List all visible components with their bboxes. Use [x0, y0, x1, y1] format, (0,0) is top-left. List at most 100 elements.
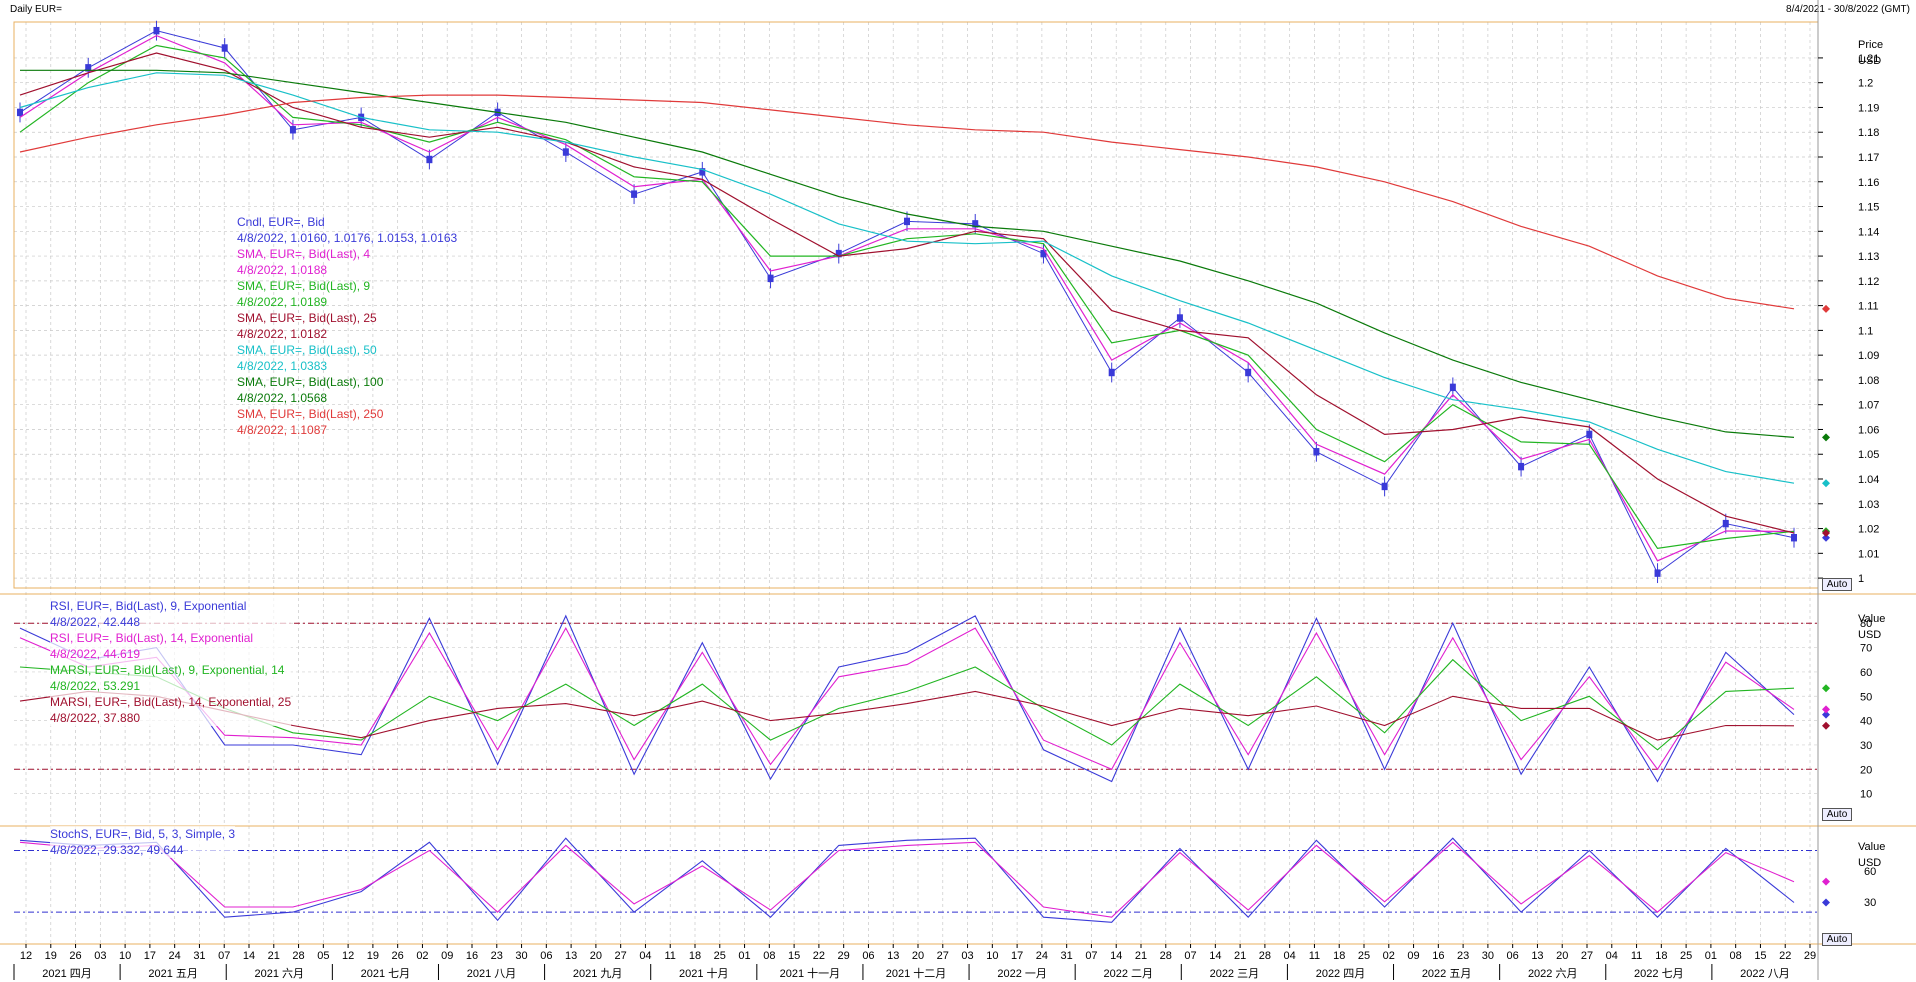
x-day-label: 28 [292, 950, 304, 962]
rsi-legend: RSI, EUR=, Bid(Last), 9, Exponential 4/8/… [50, 598, 292, 726]
x-day-label: 20 [1556, 950, 1568, 962]
x-day-label: 09 [1407, 950, 1419, 962]
price-tick-label: 1.2 [1858, 78, 1873, 90]
sma-9-line [19, 44, 1795, 550]
x-day-label: 01 [1705, 950, 1717, 962]
x-day-label: 13 [565, 950, 577, 962]
price-tick-label: 1.15 [1858, 202, 1879, 214]
x-month-label: 2021 十月 [679, 966, 729, 980]
sma-25-line [19, 52, 1795, 534]
rsi-tick-label: 30 [1860, 740, 1872, 752]
price-tick-label: 1.16 [1858, 177, 1879, 189]
x-day-label: 11 [665, 950, 676, 962]
price-axis-title: Price [1858, 39, 1883, 51]
rsi-series [19, 614, 1795, 783]
x-day-label: 11 [1631, 950, 1642, 962]
last-value-marker [1822, 705, 1830, 714]
x-day-label: 13 [887, 950, 899, 962]
x-day-label: 08 [763, 950, 775, 962]
x-day-label: 04 [1284, 950, 1296, 962]
x-day-label: 29 [1804, 950, 1816, 962]
x-day-label: 27 [615, 950, 627, 962]
price-legend: Cndl, EUR=, Bid 4/8/2022, 1.0160, 1.0176,… [237, 214, 457, 438]
rsi-9-line [19, 614, 1795, 783]
sma-50-line [19, 72, 1795, 484]
x-day-label: 18 [689, 950, 701, 962]
price-legend-name: Cndl, EUR=, Bid [237, 215, 325, 229]
x-month-label: 2022 四月 [1316, 968, 1366, 980]
x-day-label: 27 [1581, 950, 1593, 962]
x-day-label: 21 [268, 950, 280, 962]
x-month-label: 2021 十二月 [886, 966, 947, 980]
price-legend-name: SMA, EUR=, Bid(Last), 9 [237, 279, 371, 293]
price-tick-label: 1.19 [1858, 102, 1879, 114]
stoch-legend: StochS, EUR=, Bid, 5, 3, Simple, 3 4/8/20… [50, 826, 236, 858]
price-tick-label: 1.11 [1858, 301, 1879, 313]
rsi-legend-value: 4/8/2022, 53.291 [50, 679, 141, 693]
x-day-label: 15 [788, 950, 800, 962]
price-tick-label: 1.08 [1858, 375, 1879, 387]
price-axis-unit: USD [1858, 55, 1881, 67]
x-day-label: 30 [1482, 950, 1494, 962]
x-day-label: 28 [1160, 950, 1172, 962]
rsi-tick-label: 50 [1860, 691, 1872, 703]
x-day-label: 12 [342, 950, 354, 962]
x-day-label: 06 [862, 950, 874, 962]
price-legend-value: 4/8/2022, 1.0383 [237, 359, 328, 373]
gridlines [14, 22, 1818, 944]
x-day-label: 21 [1234, 950, 1246, 962]
stoch-tick-label: 60 [1864, 866, 1876, 878]
x-month-label: 2021 四月 [42, 968, 92, 980]
x-day-label: 15 [1754, 950, 1766, 962]
rsi-tick-label: 80 [1860, 618, 1872, 630]
last-value-marker [1822, 533, 1830, 542]
x-day-label: 02 [416, 950, 428, 962]
rsi-legend-name: MARSI, EUR=, Bid(Last), 9, Exponential, … [50, 663, 285, 677]
x-day-label: 07 [1184, 950, 1196, 962]
last-value-marker [1822, 479, 1830, 488]
price-auto-button[interactable]: Auto [1822, 578, 1852, 591]
x-day-label: 05 [317, 950, 329, 962]
x-month-label: 2021 六月 [255, 967, 305, 980]
rsi-tick-label: 20 [1860, 764, 1872, 776]
x-day-label: 07 [218, 950, 230, 962]
x-day-label: 18 [1655, 950, 1667, 962]
price-legend-name: SMA, EUR=, Bid(Last), 25 [237, 311, 377, 325]
rsi-tick-label: 60 [1860, 667, 1872, 679]
x-day-label: 27 [937, 950, 949, 962]
rsi-legend-value: 4/8/2022, 37.880 [50, 711, 141, 725]
sma-250-line [19, 94, 1795, 310]
x-day-label: 14 [1209, 950, 1221, 962]
sma-100-line [20, 69, 1795, 438]
x-month-label: 2021 八月 [467, 968, 517, 980]
stoch-axis-title: Value [1858, 841, 1885, 853]
rsi-legend-value: 4/8/2022, 44.619 [50, 647, 141, 661]
x-day-label: 25 [1358, 950, 1370, 962]
x-day-label: 22 [1779, 950, 1791, 962]
x-day-label: 29 [838, 950, 850, 962]
last-value-marker [1822, 898, 1830, 907]
price-tick-label: 1.07 [1858, 400, 1879, 412]
x-day-label: 23 [491, 950, 503, 962]
price-legend-name: SMA, EUR=, Bid(Last), 4 [237, 247, 371, 261]
x-day-label: 03 [961, 950, 973, 962]
rsi-auto-button[interactable]: Auto [1822, 808, 1852, 821]
last-value-marker [1822, 304, 1830, 313]
price-legend-value: 4/8/2022, 1.0188 [237, 263, 328, 277]
x-day-label: 09 [441, 950, 453, 962]
x-day-label: 01 [738, 950, 750, 962]
stoch-auto-button[interactable]: Auto [1822, 933, 1852, 946]
x-day-label: 24 [1036, 950, 1048, 962]
price-tick-label: 1.02 [1858, 524, 1879, 536]
price-legend-value: 4/8/2022, 1.0189 [237, 295, 328, 309]
x-month-label: 2022 七月 [1634, 967, 1684, 980]
x-day-label: 02 [1383, 950, 1395, 962]
x-day-label: 18 [1333, 950, 1345, 962]
x-day-label: 31 [193, 950, 205, 962]
stoch-axis-unit: USD [1858, 857, 1881, 869]
stoch-k-line [19, 837, 1795, 923]
rsi-tick-label: 10 [1860, 789, 1872, 801]
price-tick-label: 1.17 [1858, 152, 1879, 164]
x-day-label: 17 [1011, 950, 1023, 962]
